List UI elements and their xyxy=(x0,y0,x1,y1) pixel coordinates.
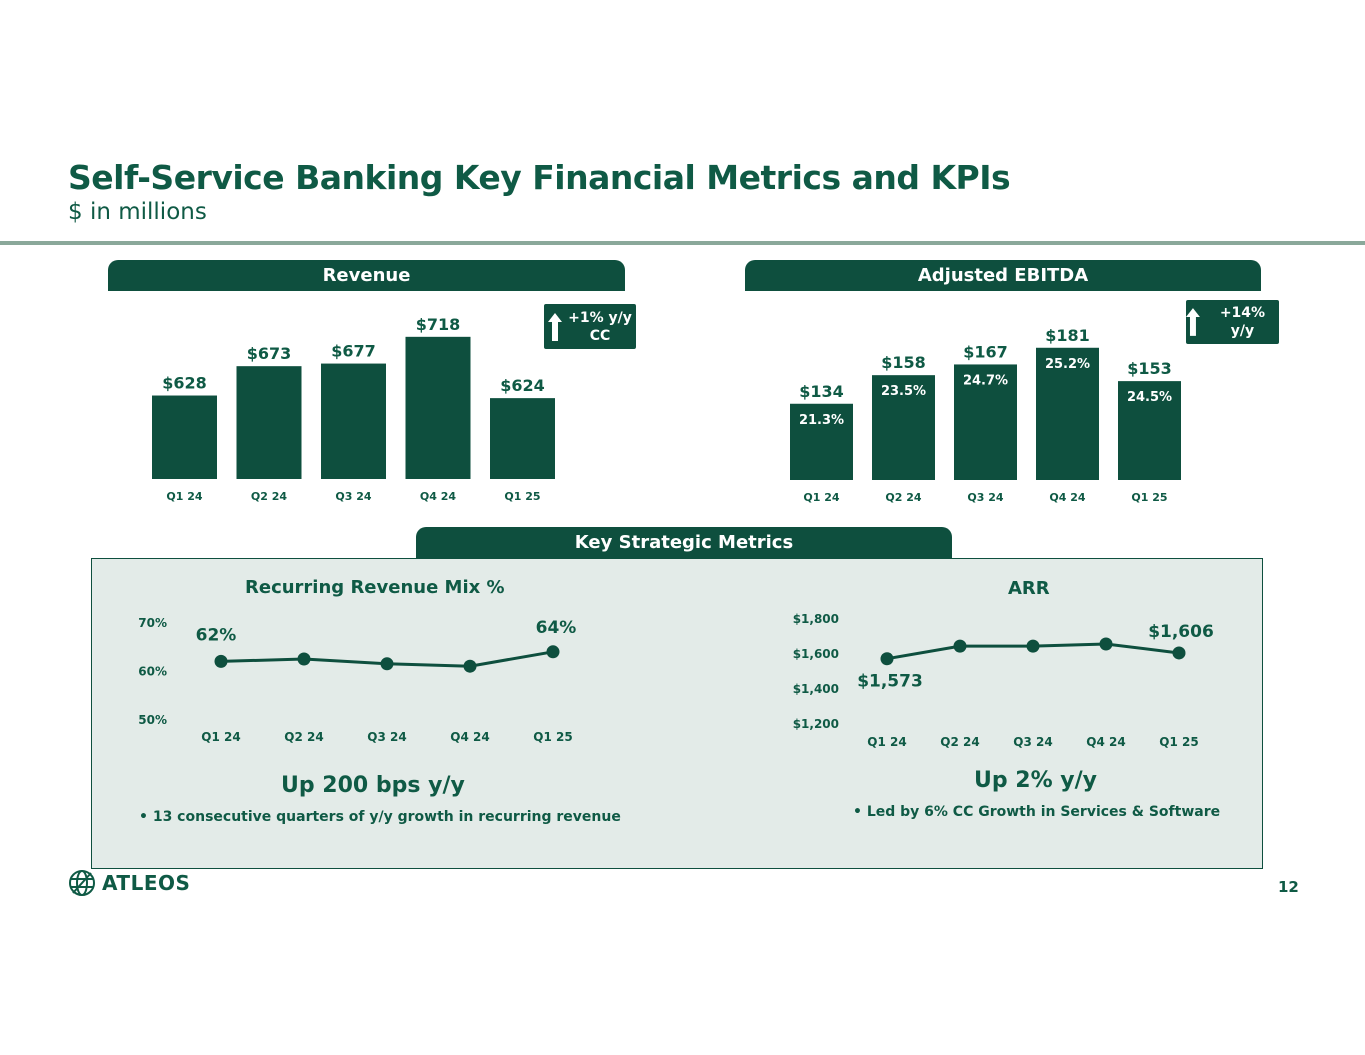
strategic-panel xyxy=(91,558,1263,869)
bar-label-ebitda-2: $167 xyxy=(963,342,1008,361)
bar-revenue-3 xyxy=(405,336,471,479)
x-tick-revenue-2: Q3 24 xyxy=(335,490,371,503)
logo-wordmark: ATLEOS xyxy=(102,871,191,895)
point-recurring-4 xyxy=(546,645,560,659)
x-tick-arr-0: Q1 24 xyxy=(867,735,906,749)
y-tick-arr-2: $1,400 xyxy=(793,682,839,696)
y-tick-recurring-2: 50% xyxy=(138,713,167,727)
bar-label-ebitda-1: $158 xyxy=(881,353,926,372)
arr-headline: Up 2% y/y xyxy=(974,768,1097,793)
page-subtitle: $ in millions xyxy=(68,199,207,225)
point-label-recurring-4: 64% xyxy=(536,618,577,638)
y-tick-arr-3: $1,200 xyxy=(793,717,839,731)
point-arr-2 xyxy=(1026,639,1040,653)
x-tick-revenue-0: Q1 24 xyxy=(166,490,202,503)
header-divider xyxy=(0,241,1365,245)
recurring-headline: Up 200 bps y/y xyxy=(281,773,465,798)
x-tick-recurring-3: Q4 24 xyxy=(450,730,489,744)
x-tick-recurring-4: Q1 25 xyxy=(533,730,572,744)
bar-label-ebitda-3: $181 xyxy=(1045,326,1090,345)
arrow-up-icon xyxy=(548,312,563,341)
point-arr-0 xyxy=(880,652,894,666)
point-arr-4 xyxy=(1172,646,1186,660)
point-arr-1 xyxy=(953,639,967,653)
bar-label-revenue-4: $624 xyxy=(500,376,545,395)
bar-ebitda-1 xyxy=(872,375,935,480)
page-number: 12 xyxy=(1278,878,1299,896)
bar-ebitda-0 xyxy=(790,403,853,480)
bar-revenue-0 xyxy=(152,395,217,479)
bar-revenue-2 xyxy=(321,363,386,479)
ebitda-chart: $134 21.3% Q1 24 $158 23.5% Q2 24 $167 24.7% Q3 … xyxy=(790,326,1181,504)
bar-label-revenue-2: $677 xyxy=(331,342,376,361)
recurring-chart-title: Recurring Revenue Mix % xyxy=(245,577,505,598)
y-tick-recurring-0: 70% xyxy=(138,616,167,630)
bar-ebitda-3 xyxy=(1036,347,1099,480)
revenue-chart: $628 Q1 24 $673 Q2 24 $677 Q3 24 $718 Q4 24 $624… xyxy=(152,315,555,503)
x-tick-ebitda-3: Q4 24 xyxy=(1049,491,1085,504)
revenue-growth-line1: +1% y/y xyxy=(568,309,632,326)
revenue-growth-line2: CC xyxy=(589,327,611,344)
bar-revenue-4 xyxy=(490,398,555,479)
atleos-logo: ATLEOS xyxy=(68,869,190,897)
x-tick-ebitda-2: Q3 24 xyxy=(967,491,1003,504)
revenue-growth-badge: +1% y/y CC xyxy=(544,304,636,349)
point-recurring-1 xyxy=(297,652,311,666)
point-arr-3 xyxy=(1099,637,1113,651)
x-tick-arr-3: Q4 24 xyxy=(1086,735,1125,749)
x-tick-ebitda-0: Q1 24 xyxy=(803,491,839,504)
point-recurring-2 xyxy=(380,657,394,671)
y-tick-recurring-1: 60% xyxy=(138,665,167,679)
bar-label-revenue-3: $718 xyxy=(416,315,461,334)
page-title: Self-Service Banking Key Financial Metri… xyxy=(68,158,1011,197)
arrow-up-icon xyxy=(1186,308,1200,336)
x-tick-revenue-3: Q4 24 xyxy=(420,490,456,503)
bar-margin-ebitda-0: 21.3% xyxy=(799,413,844,428)
bar-label-ebitda-0: $134 xyxy=(799,382,844,401)
x-tick-arr-1: Q2 24 xyxy=(940,735,979,749)
arr-bullet: • Led by 6% CC Growth in Services & Soft… xyxy=(853,804,1221,820)
bar-margin-ebitda-4: 24.5% xyxy=(1127,390,1172,405)
revenue-tab: Revenue xyxy=(108,260,625,291)
ebitda-growth-badge: +14% y/y xyxy=(1186,300,1279,344)
recurring-bullet-text: 13 consecutive quarters of y/y growth in… xyxy=(152,809,621,825)
bar-revenue-1 xyxy=(236,366,302,479)
x-tick-revenue-4: Q1 25 xyxy=(504,490,540,503)
bar-margin-ebitda-3: 25.2% xyxy=(1045,357,1090,372)
recurring-chart: 70% 60% 50% 62% Q1 24 Q2 24 Q3 24 Q4 24 64% Q1 25 xyxy=(138,616,577,744)
bar-label-revenue-1: $673 xyxy=(247,344,292,363)
x-tick-revenue-1: Q2 24 xyxy=(251,490,287,503)
bar-label-ebitda-4: $153 xyxy=(1127,359,1172,378)
strategic-tab: Key Strategic Metrics xyxy=(416,527,952,558)
point-recurring-0 xyxy=(214,654,228,668)
bar-margin-ebitda-2: 24.7% xyxy=(963,373,1008,388)
recurring-bullet: • 13 consecutive quarters of y/y growth … xyxy=(139,809,621,825)
globe-icon xyxy=(69,870,95,896)
bar-ebitda-2 xyxy=(954,364,1017,480)
bar-margin-ebitda-1: 23.5% xyxy=(881,384,926,399)
x-tick-ebitda-1: Q2 24 xyxy=(885,491,921,504)
x-tick-recurring-1: Q2 24 xyxy=(284,730,323,744)
point-recurring-3 xyxy=(463,659,477,673)
x-tick-arr-2: Q3 24 xyxy=(1013,735,1052,749)
x-tick-recurring-2: Q3 24 xyxy=(367,730,406,744)
point-label-recurring-0: 62% xyxy=(196,625,237,645)
y-tick-arr-0: $1,800 xyxy=(793,612,839,626)
ebitda-growth-line1: +14% y/y xyxy=(1219,305,1266,339)
bar-ebitda-4 xyxy=(1118,381,1181,480)
y-tick-arr-1: $1,600 xyxy=(793,647,839,661)
ebitda-tab: Adjusted EBITDA xyxy=(745,260,1261,291)
x-tick-ebitda-4: Q1 25 xyxy=(1131,491,1167,504)
arr-chart-title: ARR xyxy=(1008,578,1050,599)
bar-label-revenue-0: $628 xyxy=(162,374,207,393)
arr-bullet-text: Led by 6% CC Growth in Services & Softwa… xyxy=(866,804,1221,820)
point-label-arr-0: $1,573 xyxy=(857,672,923,692)
x-tick-recurring-0: Q1 24 xyxy=(201,730,240,744)
arr-chart: $1,800 $1,600 $1,400 $1,200 $1,573 Q1 24 Q2 24… xyxy=(793,612,1214,749)
x-tick-arr-4: Q1 25 xyxy=(1159,735,1198,749)
point-label-arr-4: $1,606 xyxy=(1148,622,1214,642)
